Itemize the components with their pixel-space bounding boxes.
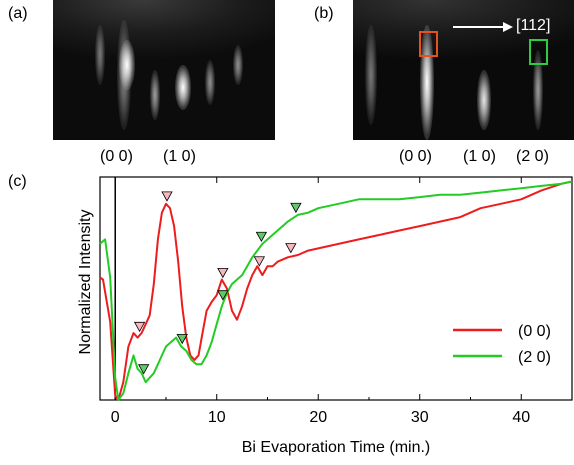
marker-series_00 (254, 257, 264, 266)
marker-series_00 (162, 192, 172, 201)
y-axis-label: Normalized Intensity (77, 210, 94, 355)
marker-series_00 (286, 244, 296, 253)
x-axis-label: Bi Evaporation Time (min.) (242, 439, 431, 456)
legend-label-0: (0 0) (518, 323, 551, 340)
series-line-0 (100, 182, 572, 401)
x-tick-label: 10 (208, 409, 226, 426)
x-tick-label: 20 (309, 409, 327, 426)
x-tick-label: 30 (411, 409, 429, 426)
marker-series_20 (291, 203, 301, 212)
plot-area: 0 10 20 30 40 (100, 177, 572, 426)
x-tick-label: 40 (512, 409, 530, 426)
legend: (0 0) (2 0) (453, 323, 551, 366)
legend-label-1: (2 0) (518, 349, 551, 366)
marker-series_00 (218, 268, 228, 277)
marker-series_20 (256, 232, 266, 241)
x-tick-label: 0 (111, 409, 120, 426)
